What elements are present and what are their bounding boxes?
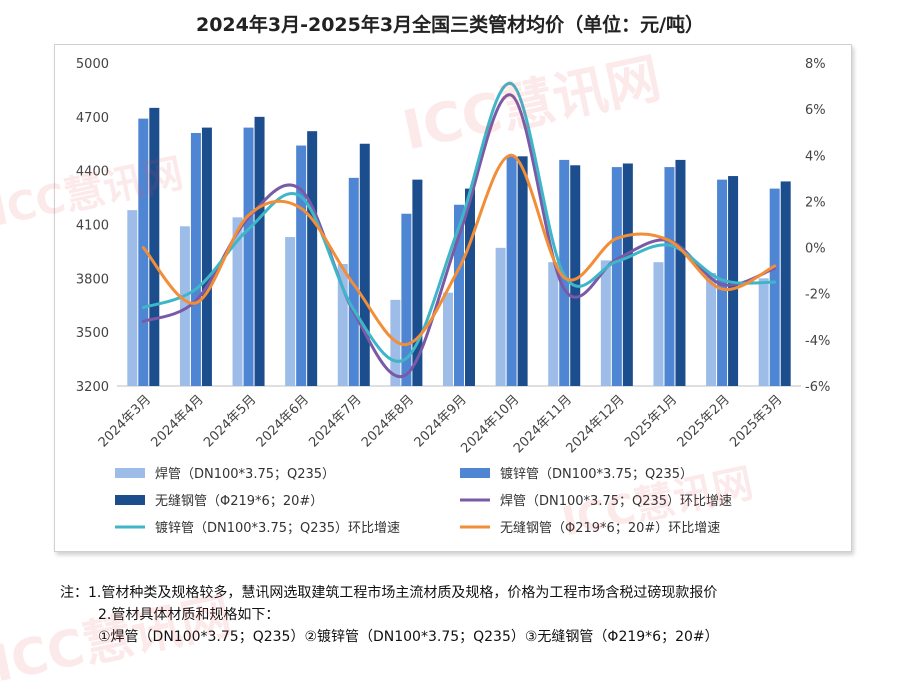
x-tick-label: 2024年4月 (149, 392, 207, 450)
bar-series-1 (443, 292, 453, 386)
notes: 注：1.管材种类及规格较多，慧讯网选取建筑工程市场主流材质及规格，价格为工程市场… (60, 582, 719, 648)
chart-title: 2024年3月-2025年3月全国三类管材均价（单位：元/吨） (195, 14, 705, 36)
y-right-tick-label: 2% (805, 195, 826, 210)
legend-label: 无缝钢管（Φ219*6；20#）环比增速 (500, 521, 720, 536)
bar-series-3 (570, 165, 581, 386)
legend-label: 无缝钢管（Φ219*6；20#） (155, 494, 323, 509)
note-line-1: 注：1.管材种类及规格较多，慧讯网选取建筑工程市场主流材质及规格，价格为工程市场… (60, 585, 718, 601)
x-tick-label: 2024年5月 (201, 392, 259, 450)
bar-series-1 (285, 237, 296, 386)
bar-series-2 (664, 167, 675, 386)
bar-series-1 (600, 260, 611, 386)
bar-series-2 (348, 177, 359, 386)
bar-series-1 (337, 263, 348, 386)
x-tick-label: 2025年3月 (727, 392, 785, 450)
bar-series-3 (359, 143, 370, 386)
bar-series-3 (517, 156, 528, 386)
y-right-tick-label: 8% (805, 57, 826, 72)
legend-swatch (115, 495, 145, 505)
chart-svg: 3200 3500 3800 4100 4400 4700 5000 -6% -4% -2% 0%… (76, 57, 830, 536)
legend-label: 焊管（DN100*3.75；Q235） (155, 466, 335, 482)
bar-series-1 (127, 210, 138, 386)
x-tick-label: 2025年2月 (675, 392, 733, 450)
x-tick-label: 2024年6月 (254, 392, 312, 450)
y-left-tick-label: 5000 (76, 57, 109, 72)
legend-swatch (115, 468, 145, 478)
bar-series-2 (296, 145, 307, 386)
bar-series-2 (769, 188, 780, 386)
y-left-tick-label: 4700 (76, 111, 109, 126)
note-line-2: 2.管材具体材质和规格如下： (98, 607, 280, 623)
bar-series-3 (149, 107, 160, 386)
bar-series-1 (706, 272, 717, 386)
bar-series-1 (495, 247, 506, 386)
legend-label: 镀锌管（DN100*3.75；Q235）环比增速 (155, 520, 400, 536)
bar-series-2 (717, 179, 728, 386)
bar-series-3 (622, 163, 633, 386)
y-right-tick-label: -2% (805, 288, 830, 303)
bar-series-3 (465, 188, 475, 386)
x-tick-label: 2024年8月 (359, 392, 417, 450)
chart-panel: 3200 3500 3800 4100 4400 4700 5000 -6% -4% -2% 0%… (54, 44, 852, 552)
note-line-3: ①焊管（DN100*3.75；Q235）②镀锌管（DN100*3.75；Q235… (98, 629, 719, 645)
bar-series-3 (780, 181, 791, 386)
bar-series-1 (653, 262, 664, 386)
bar-series-1 (179, 226, 190, 386)
legend-label: 焊管（DN100*3.75；Q235）环比增速 (500, 493, 732, 509)
y-left-tick-label: 3800 (76, 272, 109, 287)
x-tick-label: 2025年1月 (622, 392, 680, 450)
legend-swatch (460, 468, 490, 478)
y-right-tick-label: 6% (805, 103, 826, 118)
bar-series-2 (401, 213, 412, 386)
bar-series-3 (201, 127, 212, 386)
y-right-tick-label: 4% (805, 149, 826, 164)
y-left-tick-label: 4400 (76, 165, 109, 180)
y-left-tick-label: 3200 (76, 380, 109, 395)
x-tick-label: 2024年3月 (96, 392, 154, 450)
bar-series-3 (412, 179, 423, 386)
bar-series-2 (243, 127, 254, 386)
y-right-tick-label: 0% (805, 242, 826, 257)
bar-series-3 (254, 116, 265, 386)
bar-series-1 (548, 262, 559, 386)
y-left-tick-label: 3500 (76, 326, 109, 341)
bar-series-1 (758, 278, 769, 386)
bar-series-3 (307, 131, 318, 386)
bar-series-1 (390, 299, 401, 386)
line-series-3 (141, 153, 777, 346)
bar-series-3 (675, 159, 686, 386)
y-right-tick-label: -4% (805, 334, 830, 349)
bar-series-2 (454, 204, 464, 386)
y-right-tick-label: -6% (805, 380, 830, 395)
bar-series-2 (190, 132, 201, 386)
bar-series-2 (611, 167, 622, 386)
bar-series-2 (138, 118, 149, 386)
bar-series-1 (232, 217, 243, 386)
bar-series-2 (506, 156, 517, 386)
y-left-tick-label: 4100 (76, 219, 109, 234)
x-tick-label: 2024年7月 (306, 392, 364, 450)
legend-label: 镀锌管（DN100*3.75；Q235） (500, 466, 693, 482)
line-series-2 (141, 82, 777, 363)
